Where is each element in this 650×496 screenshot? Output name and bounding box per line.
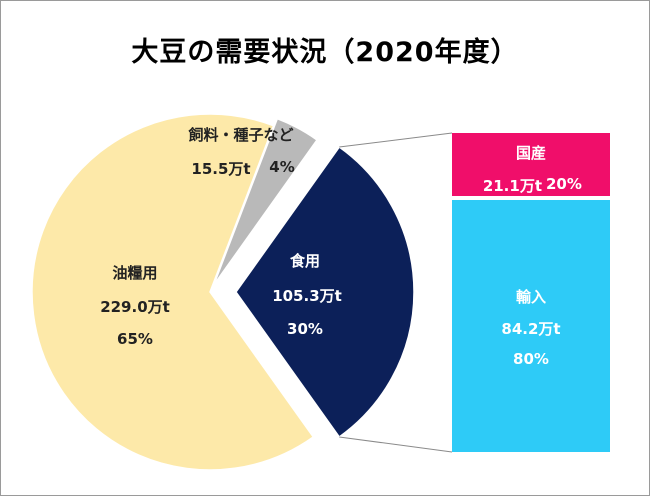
slice-label-food-name: 食用 — [289, 252, 320, 270]
bar-label-domestic-name: 国産 — [515, 144, 546, 162]
bar-label-import-share: 80% — [513, 350, 549, 368]
slice-label-oil-share: 65% — [117, 330, 153, 348]
pie-slice-oil — [31, 113, 315, 471]
breakdown-connectors — [339, 132, 453, 453]
pie-slice-food — [235, 145, 415, 439]
bar-label-domestic-share: 20% — [546, 175, 582, 193]
slice-label-food-amount: 105.3万t — [272, 287, 342, 305]
bar-label-import-amount: 84.2万t — [501, 320, 561, 338]
bar-label-import-name: 輸入 — [515, 288, 546, 306]
pie-chart — [31, 113, 415, 471]
slice-label-feed-share: 4% — [269, 158, 295, 176]
chart-title: 大豆の需要状況（2020年度） — [131, 37, 519, 68]
connector-line-bottom — [339, 436, 453, 453]
connector-line-top — [339, 132, 453, 148]
pie-slice-feed — [213, 117, 319, 286]
bar-segment-domestic — [452, 133, 610, 196]
bar-segment-import — [452, 200, 610, 452]
slice-label-food-share: 30% — [287, 320, 323, 338]
slice-label-oil-amount: 229.0万t — [100, 298, 170, 316]
slice-label-feed-name: 飼料・種子など — [188, 126, 294, 144]
bar-label-domestic-amount: 21.1万t — [482, 177, 542, 195]
slice-label-oil-name: 油糧用 — [112, 264, 158, 282]
stacked-bar — [452, 133, 610, 452]
slice-label-feed-amount: 15.5万t — [191, 160, 251, 178]
